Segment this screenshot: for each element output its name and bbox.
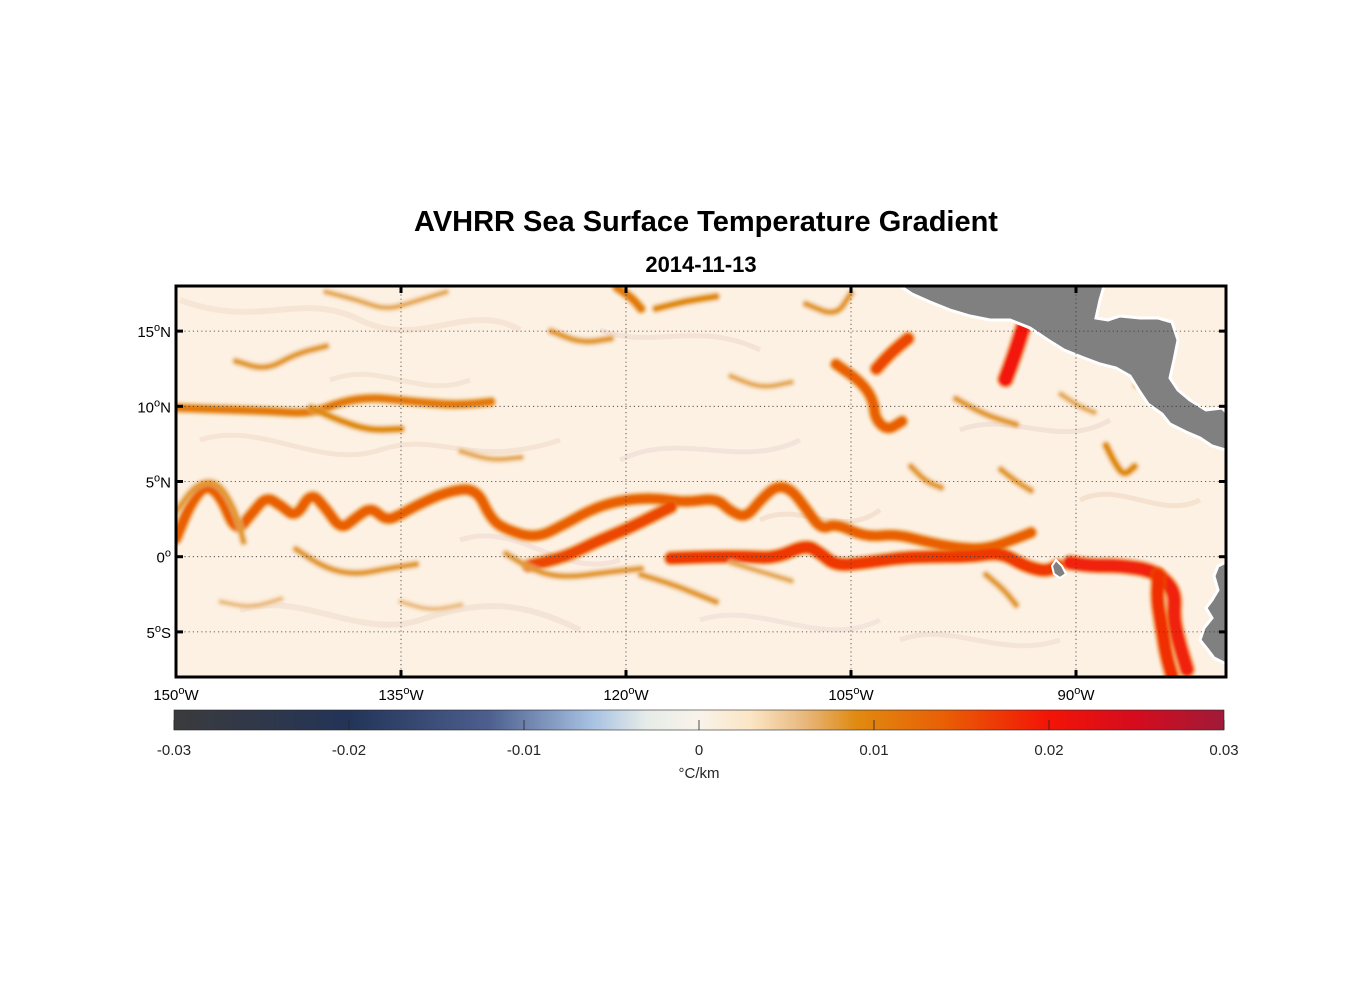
colorbar-tick-label: 0.02 (1034, 742, 1063, 759)
front-mid-north-4 (459, 449, 523, 462)
map-tick-marks (174, 286, 1226, 677)
front-south-tail-2 (729, 560, 793, 583)
coordinate-tick-label: 90oW (1058, 685, 1096, 704)
front-cold-tongue-north-edge (523, 502, 676, 571)
land-south-america (1198, 560, 1226, 666)
front-south-east-1 (983, 572, 1019, 607)
colorbar-tick-label: -0.01 (507, 742, 541, 759)
front-south-tail (638, 572, 719, 604)
colorbar-tick-label: -0.03 (157, 742, 191, 759)
front-north-top-2 (653, 293, 719, 312)
front-mid-north-2 (729, 374, 793, 389)
front-south-west-wave (293, 547, 419, 576)
front-peru-upwelling (1151, 569, 1178, 677)
coordinate-tick-label: 5oN (146, 473, 171, 492)
colorbar-tick-label: -0.02 (332, 742, 366, 759)
front-mid-north-3 (953, 396, 1019, 427)
front-north-top-3 (548, 328, 614, 344)
front-north-top-1 (324, 290, 448, 310)
front-mid-north-1 (233, 344, 329, 370)
land-mexico-central-america (897, 286, 1226, 452)
front-south-central-wave (503, 551, 644, 579)
coordinate-tick-label: 15oN (137, 322, 171, 341)
front-north-west-arc (176, 480, 246, 544)
colorbar: -0.03 -0.02 -0.01 0 0.01 0.02 0.03 °C/km (157, 709, 1239, 782)
colorbar-ticks: -0.03 -0.02 -0.01 0 0.01 0.02 0.03 (157, 720, 1239, 759)
colorbar-unit-label: °C/km (679, 765, 720, 782)
front-panama-jet (999, 311, 1033, 386)
coordinate-tick-label: 0o (157, 548, 171, 567)
map-panel: 15oN 10oN 5oN 0o 5oS 150oW 135oW 120oW 105oW 90o… (137, 284, 1228, 704)
longitude-labels: 150oW 135oW 120oW 105oW 90oW (153, 685, 1095, 704)
chart-title: AVHRR Sea Surface Temperature Gradient (414, 206, 998, 238)
land-masses (897, 286, 1226, 666)
front-papagayo-eddy (831, 359, 907, 433)
coordinate-tick-label: 10oN (137, 397, 171, 416)
front-mid-east-1 (1103, 442, 1138, 476)
front-south-west-3 (399, 600, 463, 611)
chart-subtitle: 2014-11-13 (645, 252, 757, 277)
front-south-west-2 (219, 597, 283, 608)
front-itcz-front-branch (308, 405, 404, 433)
coordinate-tick-label: 105oW (828, 685, 874, 704)
gradient-fronts (176, 286, 1196, 677)
front-mid-east-4 (1059, 392, 1096, 415)
colorbar-tick-label: 0.01 (859, 742, 888, 759)
front-mid-east-2 (998, 467, 1034, 493)
front-north-top-4 (803, 291, 854, 315)
land-galapagos (1050, 558, 1068, 580)
background-texture (178, 297, 1202, 649)
coordinate-tick-label: 135oW (378, 685, 424, 704)
front-itcz-front (176, 394, 495, 416)
coordinate-tick-label: 120oW (603, 685, 649, 704)
front-equatorial-front-main (176, 482, 1036, 553)
colorbar-tick-label: 0.03 (1209, 742, 1238, 759)
graticule (176, 286, 1226, 677)
coordinate-tick-label: 150oW (153, 685, 199, 704)
front-papagayo-jet (871, 333, 913, 374)
colorbar-tick-label: 0 (695, 742, 703, 759)
coordinate-tick-label: 5oS (147, 623, 171, 642)
latitude-labels: 15oN 10oN 5oN 0o 5oS (137, 322, 171, 642)
front-mid-east-3 (908, 464, 944, 490)
